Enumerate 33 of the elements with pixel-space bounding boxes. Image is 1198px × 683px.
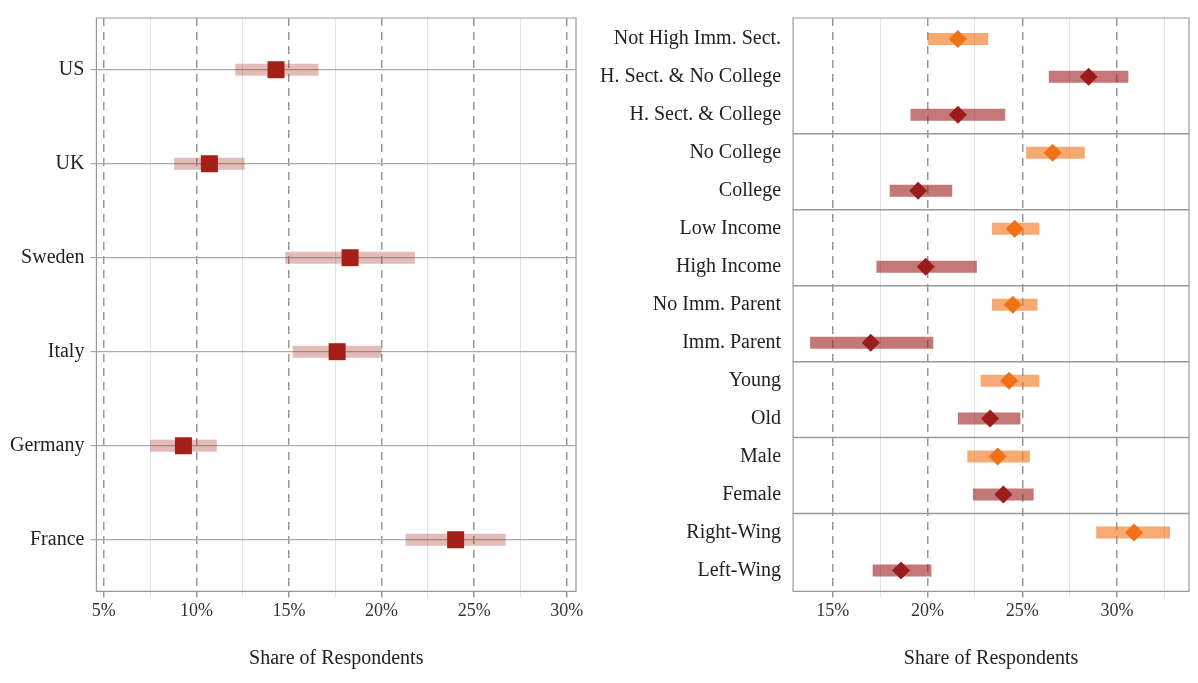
y-tick-label: Italy — [47, 338, 85, 362]
y-tick-label: Young — [728, 367, 782, 391]
x-tick-label: 20% — [911, 599, 945, 620]
y-tick-label: Female — [722, 481, 782, 504]
x-tick-label: 20% — [365, 599, 399, 620]
x-axis-title: Share of Respondents — [903, 646, 1079, 670]
x-axis-title: Share of Respondents — [249, 646, 424, 670]
y-tick-label: H. Sect. & College — [629, 102, 782, 126]
y-tick-label: Low Income — [679, 216, 782, 238]
y-tick-label: UK — [55, 150, 85, 173]
y-tick-label: No Imm. Parent — [652, 291, 782, 314]
y-tick-label: France — [29, 526, 85, 549]
y-tick-label: Imm. Parent — [682, 329, 782, 352]
y-tick-label: High Income — [676, 253, 782, 277]
x-tick-label: 15% — [272, 599, 306, 620]
y-tick-label: College — [718, 178, 782, 202]
y-tick-label: Male — [739, 443, 782, 466]
y-tick-label: US — [58, 56, 85, 79]
x-tick-label: 25% — [1005, 599, 1039, 620]
x-tick-label: 30% — [1100, 599, 1134, 620]
y-tick-label: Germany — [9, 432, 85, 456]
x-tick-label: 10% — [179, 599, 213, 620]
x-tick-label: 15% — [816, 599, 850, 620]
y-tick-label: H. Sect. & No College — [599, 64, 782, 88]
y-tick-label: Not High Imm. Sect. — [613, 26, 782, 50]
y-tick-label: Right-Wing — [686, 519, 782, 543]
y-tick-label: Sweden — [21, 244, 85, 267]
y-tick-label: Old — [751, 405, 782, 428]
y-tick-label: No College — [689, 140, 782, 164]
y-tick-label: Left-Wing — [697, 557, 782, 581]
x-tick-label: 5% — [91, 599, 116, 620]
x-tick-label: 25% — [457, 599, 491, 620]
x-tick-label: 30% — [550, 599, 584, 620]
